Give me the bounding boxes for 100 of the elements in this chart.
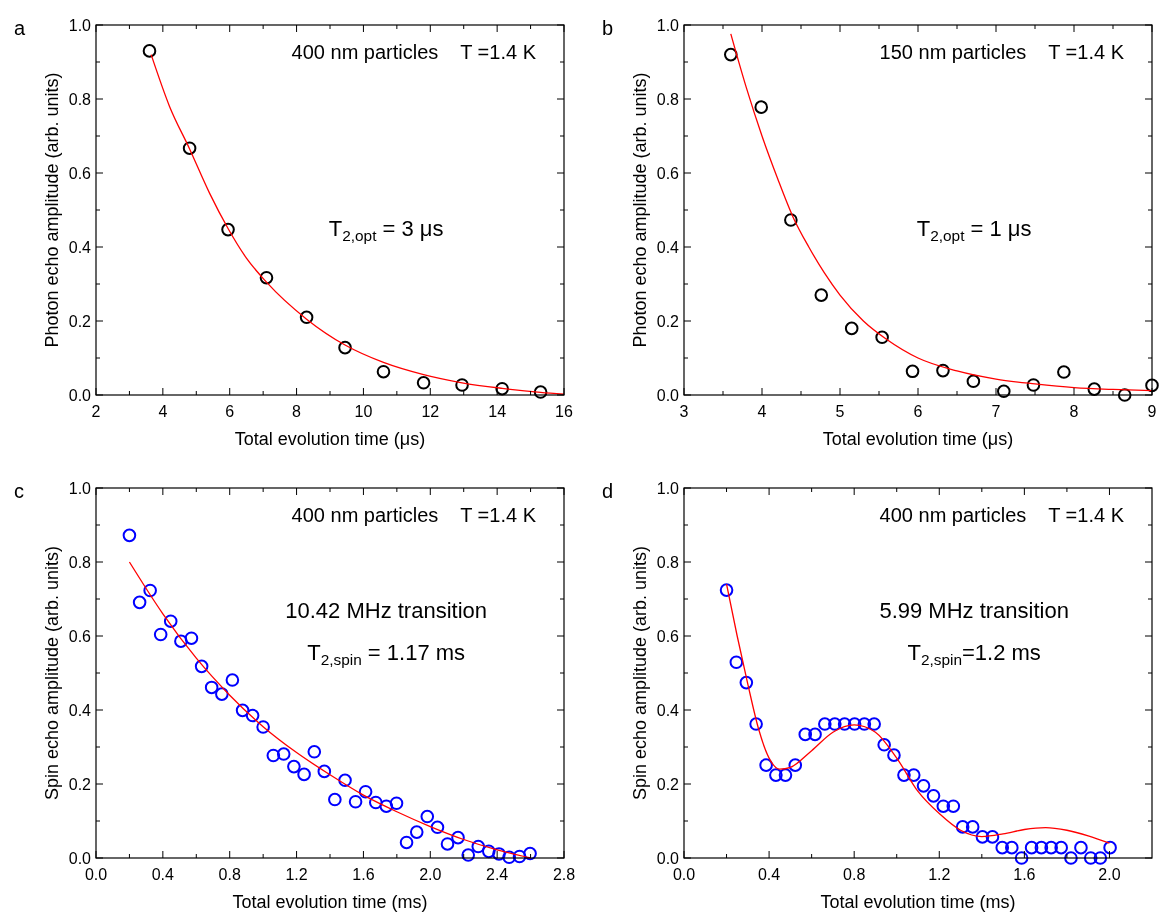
y-tick-label: 0.4 bbox=[68, 239, 92, 256]
x-tick-label: 5 bbox=[835, 403, 845, 420]
point bbox=[778, 768, 793, 782]
x-tick-label: 2.0 bbox=[1098, 866, 1121, 883]
annotation: 150 nm particles T =1.4 K bbox=[879, 41, 1125, 63]
point bbox=[905, 364, 920, 379]
point bbox=[1005, 840, 1019, 855]
point bbox=[276, 747, 291, 761]
x-tick-label: 1.2 bbox=[285, 866, 308, 883]
y-tick-label: 0.2 bbox=[656, 776, 680, 793]
text: c bbox=[14, 480, 24, 502]
y-axis-title: Spin echo amplitude (arb. units) bbox=[630, 545, 650, 801]
point bbox=[132, 595, 147, 610]
point bbox=[481, 844, 496, 859]
point bbox=[1057, 365, 1071, 379]
x-tick-label: 10 bbox=[354, 403, 373, 420]
point bbox=[358, 784, 373, 799]
point bbox=[369, 795, 383, 810]
annotation: T$_{2,opt}$ = 3 μs bbox=[328, 215, 444, 244]
point bbox=[847, 717, 862, 731]
y-tick-label: 0.8 bbox=[68, 554, 92, 571]
y-tick-label: 1.0 bbox=[656, 480, 680, 497]
point bbox=[739, 675, 754, 690]
point bbox=[163, 614, 178, 628]
point bbox=[769, 768, 783, 782]
point bbox=[946, 799, 961, 813]
x-tick-label: 16 bbox=[555, 403, 573, 420]
text: a bbox=[14, 17, 26, 39]
point bbox=[877, 737, 891, 752]
point bbox=[857, 717, 872, 731]
point bbox=[420, 809, 435, 824]
point bbox=[317, 764, 332, 779]
annotation: T$_{2,opt}$ = 1 μs bbox=[916, 215, 1032, 244]
point bbox=[867, 717, 881, 731]
point bbox=[897, 768, 911, 782]
annotation: T$_{2,spin}$ = 1.17 ms bbox=[307, 639, 466, 667]
x-tick-label: 6 bbox=[225, 403, 235, 420]
y-tick-label: 0.0 bbox=[656, 387, 680, 404]
x-tick-label: 6 bbox=[913, 403, 923, 420]
point bbox=[808, 727, 822, 742]
point bbox=[299, 310, 314, 325]
x-axis-title: Total evolution time (ms) bbox=[820, 892, 1016, 912]
point bbox=[936, 363, 950, 378]
point bbox=[966, 374, 981, 389]
point bbox=[235, 703, 250, 718]
point bbox=[985, 830, 1000, 844]
point bbox=[754, 100, 769, 114]
annotation: 10.42 MHz transition bbox=[285, 597, 488, 623]
point bbox=[1026, 378, 1041, 392]
point bbox=[887, 748, 901, 762]
point bbox=[389, 796, 404, 811]
point bbox=[1093, 851, 1108, 865]
point bbox=[348, 794, 363, 809]
point bbox=[495, 381, 509, 396]
point bbox=[1117, 388, 1132, 402]
point bbox=[926, 789, 941, 803]
point bbox=[122, 528, 137, 543]
point bbox=[533, 385, 548, 399]
x-tick-label: 8 bbox=[1069, 403, 1079, 420]
y-tick-label: 0.0 bbox=[68, 387, 92, 404]
x-axis-title: Total evolution time (μs) bbox=[822, 429, 1014, 449]
x-tick-label: 2.0 bbox=[419, 866, 442, 883]
point bbox=[759, 758, 773, 772]
point bbox=[338, 773, 352, 788]
y-tick-label: 0.2 bbox=[68, 313, 92, 330]
point bbox=[975, 830, 990, 844]
point bbox=[266, 748, 281, 763]
point bbox=[194, 659, 209, 674]
y-axis-title: Spin echo amplitude (arb. units) bbox=[42, 545, 62, 801]
point bbox=[828, 717, 842, 731]
point bbox=[1145, 378, 1159, 393]
point bbox=[455, 378, 469, 392]
point bbox=[502, 850, 516, 865]
y-tick-label: 0.6 bbox=[68, 165, 92, 182]
point bbox=[875, 330, 889, 345]
x-tick-label: 9 bbox=[1147, 403, 1157, 420]
point bbox=[399, 835, 414, 850]
point bbox=[142, 44, 157, 58]
point bbox=[906, 768, 921, 782]
point bbox=[440, 837, 455, 851]
annotation: 400 nm particles T =1.4 K bbox=[879, 504, 1125, 526]
point bbox=[461, 848, 476, 862]
y-tick-label: 0.8 bbox=[656, 91, 680, 108]
point bbox=[997, 384, 1011, 399]
point bbox=[1074, 840, 1088, 855]
point bbox=[729, 655, 744, 670]
x-tick-label: 0.0 bbox=[672, 866, 696, 883]
point bbox=[297, 767, 311, 782]
point bbox=[724, 47, 738, 62]
x-tick-label: 14 bbox=[488, 403, 507, 420]
point bbox=[788, 758, 803, 772]
annotation: 400 nm particles T =1.4 K bbox=[291, 504, 537, 526]
point bbox=[492, 847, 506, 861]
point bbox=[143, 583, 157, 598]
point bbox=[1054, 840, 1068, 855]
x-tick-label: 1.6 bbox=[1013, 866, 1036, 883]
y-tick-label: 0.6 bbox=[656, 165, 680, 182]
x-tick-label: 2.4 bbox=[486, 866, 509, 883]
point bbox=[287, 759, 301, 774]
y-tick-label: 0.8 bbox=[656, 554, 680, 571]
